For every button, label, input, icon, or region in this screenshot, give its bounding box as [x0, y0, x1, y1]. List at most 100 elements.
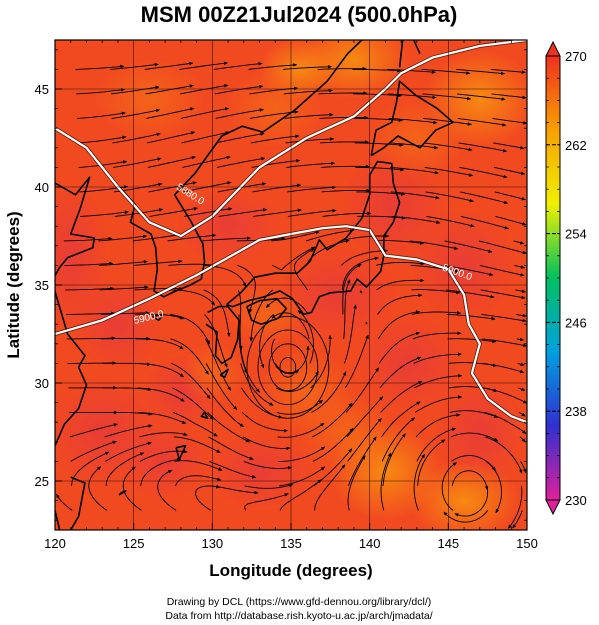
streamline	[518, 412, 526, 417]
coastline-segment	[205, 305, 240, 365]
streamline	[458, 142, 508, 153]
contour-line	[55, 225, 527, 424]
streamline	[320, 164, 370, 169]
streamline	[311, 402, 353, 438]
streamline	[390, 191, 440, 200]
streamline	[513, 240, 525, 245]
x-tick-label: 125	[123, 536, 145, 551]
streamline	[456, 68, 505, 76]
coastline-segment	[173, 135, 223, 280]
streamline	[444, 240, 493, 253]
streamline	[347, 436, 377, 487]
streamline	[417, 439, 446, 486]
streamline	[422, 93, 472, 101]
streamline	[139, 432, 188, 438]
streamline	[56, 493, 73, 511]
streamline	[310, 334, 332, 389]
coastline-segment	[152, 313, 165, 322]
streamline	[181, 131, 230, 144]
streamline	[390, 166, 439, 175]
streamline	[314, 464, 346, 511]
streamline	[423, 117, 472, 126]
streamline	[387, 93, 437, 100]
streamline	[409, 240, 459, 250]
streamline	[122, 466, 142, 511]
streamline	[352, 68, 402, 73]
streamline	[386, 68, 436, 74]
streamline	[313, 448, 353, 487]
y-tick-label: 45	[35, 82, 49, 97]
streamline	[63, 236, 113, 242]
streamline	[103, 411, 153, 416]
streamline	[312, 427, 354, 462]
streamline	[413, 352, 462, 364]
streamline	[495, 215, 527, 226]
streamline	[248, 63, 298, 70]
streamline	[171, 362, 211, 400]
streamline	[377, 310, 421, 340]
streamline	[216, 132, 265, 144]
streamline	[98, 234, 148, 242]
colorbar: 270 262 254 246 238 230	[545, 40, 587, 516]
colorbar-tick-label: 230	[565, 493, 587, 508]
streamline	[516, 337, 525, 342]
streamline	[271, 246, 316, 271]
coastline-segment	[219, 368, 229, 378]
streamline	[457, 117, 507, 127]
colorbar-tick-label: 254	[565, 227, 587, 242]
streamline	[214, 84, 264, 95]
streamline	[144, 61, 194, 70]
streamline	[180, 84, 229, 95]
y-tick-label: 25	[35, 474, 49, 489]
streamline	[376, 278, 425, 291]
streamline	[208, 436, 254, 460]
streamline	[449, 410, 499, 418]
y-tick-label: 35	[35, 278, 49, 293]
coastline-segment	[412, 40, 421, 55]
streamline	[111, 108, 161, 119]
streamline	[215, 108, 264, 119]
streamline	[319, 115, 369, 120]
streamline	[284, 112, 334, 119]
streamline	[179, 61, 228, 70]
streamline	[341, 256, 379, 290]
streamline	[381, 401, 421, 438]
streamline	[379, 356, 422, 389]
streamline	[76, 111, 126, 119]
x-tick-label: 150	[516, 536, 538, 551]
temperature-shading	[55, 40, 527, 530]
streamline	[416, 427, 457, 462]
vortex-ring	[268, 343, 308, 392]
streamline	[343, 279, 351, 339]
streamline	[354, 142, 404, 147]
streamline	[209, 485, 259, 495]
streamline	[493, 166, 526, 176]
shading-patch	[409, 206, 520, 325]
streamline	[65, 286, 115, 291]
streamline	[147, 155, 196, 168]
streamline	[283, 88, 333, 95]
y-tick-label: 30	[35, 376, 49, 391]
y-axis-label: Latitude (degrees)	[4, 211, 23, 358]
colorbar-tick-label: 246	[565, 315, 587, 330]
streamline	[244, 493, 289, 511]
x-tick-label: 135	[280, 536, 302, 551]
streamline	[174, 460, 223, 471]
coastline-segment	[118, 490, 127, 496]
streamline	[494, 191, 526, 201]
streamline	[414, 374, 463, 389]
streamline	[415, 413, 461, 438]
y-axis: 25 30 35 40 45	[35, 49, 527, 521]
streamline	[305, 229, 355, 242]
shading-patch	[228, 285, 307, 344]
streamline	[485, 461, 503, 514]
streamline	[113, 157, 162, 168]
streamline	[265, 297, 309, 315]
streamline	[380, 380, 423, 413]
streamline	[515, 313, 527, 318]
streamline	[426, 215, 475, 228]
coastline-segment	[221, 40, 363, 137]
credit-data: Data from http://database.rish.kyoto-u.a…	[165, 610, 432, 622]
